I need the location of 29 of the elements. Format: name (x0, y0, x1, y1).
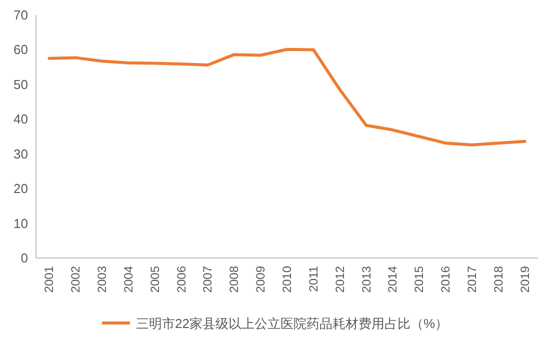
y-tick-label: 30 (14, 146, 28, 162)
legend-label: 三明市22家县级以上公立医院药品耗材费用占比（%） (136, 316, 448, 331)
y-tick-label: 60 (14, 42, 28, 58)
x-tick-label: 2005 (148, 266, 162, 293)
x-tick-label: 2012 (332, 266, 347, 293)
x-tick-label: 2004 (121, 266, 136, 293)
x-tick-label: 2002 (68, 266, 83, 293)
x-tick-label: 2010 (280, 266, 294, 293)
y-tick-label: 20 (14, 181, 28, 196)
x-tick-label: 2008 (227, 266, 242, 293)
x-tick-label: 2001 (42, 266, 56, 293)
x-tick-label: 2013 (359, 266, 374, 293)
x-tick-label: 2017 (464, 266, 479, 293)
x-tick-label: 2014 (386, 266, 400, 293)
x-tick-label: 2007 (200, 266, 215, 293)
x-tick-label: 2019 (518, 266, 532, 293)
x-tick-label: 2018 (491, 266, 506, 293)
x-tick-label: 2015 (412, 266, 426, 293)
x-tick-label: 2009 (254, 266, 268, 293)
line-series (48, 48, 526, 146)
x-tick-label: 2011 (306, 266, 320, 292)
y-tick-label: 40 (14, 112, 28, 127)
y-tick-label: 10 (14, 216, 28, 231)
y-tick-label: 70 (14, 8, 28, 22)
x-tick-label: 2006 (174, 266, 188, 293)
y-tick-label: 50 (14, 76, 28, 92)
y-tick-label: 0 (20, 250, 28, 266)
x-tick-label: 2016 (438, 266, 453, 293)
x-tick-label: 2003 (95, 266, 110, 293)
